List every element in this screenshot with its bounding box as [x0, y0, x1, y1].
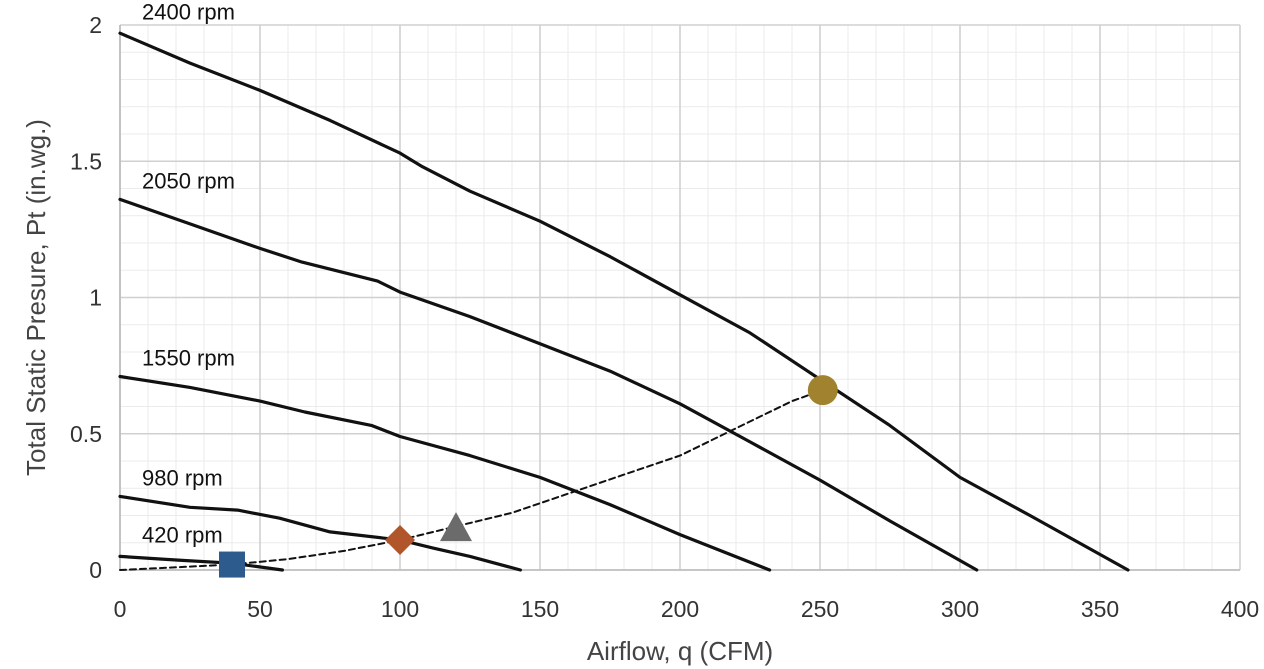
x-tick-label: 250 [801, 596, 839, 622]
y-axis-title: Total Static Presure, Pt (in.wg.) [21, 119, 51, 476]
curve-labels: 2400 rpm 2050 rpm 1550 rpm 980 rpm 420 rpm [142, 0, 235, 548]
y-tick-label: 0.5 [70, 421, 102, 447]
x-axis-title: Airflow, q (CFM) [587, 636, 773, 666]
y-tick-label: 1.5 [70, 148, 102, 174]
curve-label: 2400 rpm [142, 0, 235, 24]
operating-point-markers [219, 375, 838, 578]
x-tick-label: 0 [114, 596, 127, 622]
fan-curve-line [118, 197, 979, 572]
x-tick-label: 50 [247, 596, 273, 622]
y-tick-label: 0 [89, 557, 102, 583]
fan-curve-line [118, 31, 1130, 572]
x-tick-label: 200 [661, 596, 699, 622]
fan-curve-line [118, 554, 284, 572]
x-tick-label: 400 [1221, 596, 1259, 622]
curve-label: 420 rpm [142, 523, 223, 548]
y-tick-label: 2 [89, 12, 102, 38]
x-tick-label: 350 [1081, 596, 1119, 622]
x-tick-label: 150 [521, 596, 559, 622]
x-tick-label: 300 [941, 596, 979, 622]
curve-label: 1550 rpm [142, 345, 235, 370]
diamond-marker [385, 525, 415, 556]
curve-label: 980 rpm [142, 465, 223, 490]
circle-marker [807, 375, 838, 406]
curve-label: 2050 rpm [142, 168, 235, 193]
y-tick-label: 1 [89, 285, 102, 311]
triangle-marker [440, 512, 472, 542]
fan-curve-line [118, 374, 772, 572]
tick-labels: 0 50 100 150 200 250 300 350 400 0 0.5 1 1.5 2 [70, 12, 1259, 622]
axes [119, 25, 1240, 571]
square-marker [219, 551, 245, 578]
x-tick-label: 100 [381, 596, 419, 622]
fan-curve-line [118, 494, 523, 572]
